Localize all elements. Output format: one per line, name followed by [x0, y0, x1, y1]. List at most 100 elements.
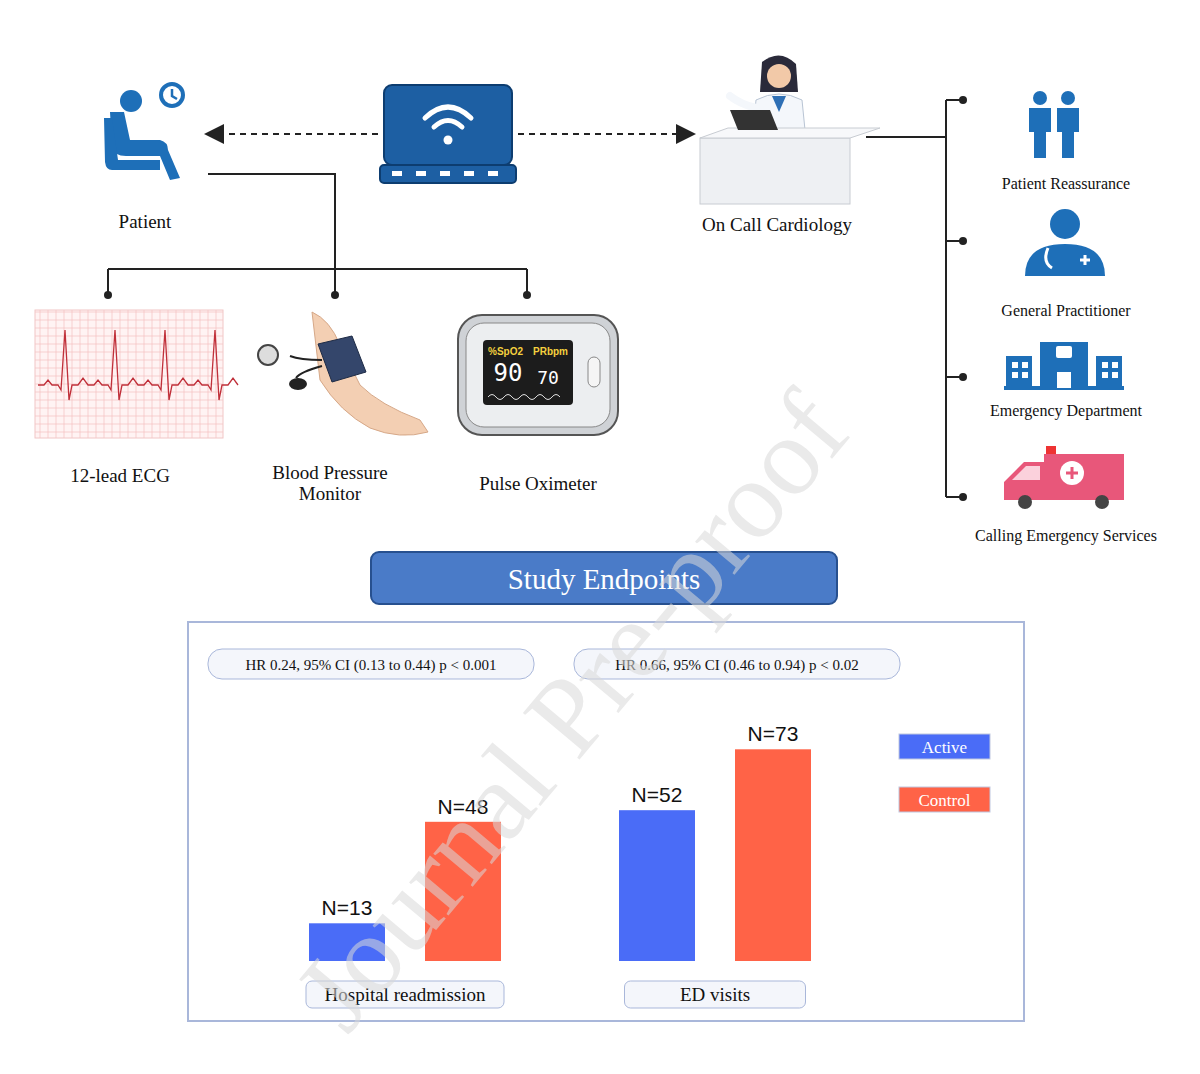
- device-label-box: Blood Pressure Monitor: [240, 462, 420, 512]
- clock-hands: [172, 89, 177, 99]
- ambulance-icon: [1004, 446, 1124, 509]
- arm: [312, 312, 428, 435]
- hospital-window: [1012, 372, 1018, 378]
- gauge: [258, 345, 278, 365]
- ecg-icon: [35, 310, 238, 438]
- arrow-to-cardiology: [518, 133, 692, 135]
- arrow-to-patient: [208, 133, 378, 135]
- oximeter-text: %SpO2: [488, 346, 523, 357]
- oximeter-value: 90: [494, 359, 523, 387]
- data-label: N=52: [632, 783, 683, 806]
- clock: [161, 84, 183, 106]
- connector-dot: [959, 493, 967, 501]
- ecg-trace: [38, 330, 238, 400]
- hospital-window: [1022, 372, 1028, 378]
- hospital-window: [1102, 372, 1108, 378]
- wheel: [1018, 495, 1032, 509]
- doctor-hair: [760, 55, 798, 92]
- tube: [290, 356, 322, 378]
- patient-label: Patient: [119, 211, 172, 232]
- connector: [334, 269, 336, 294]
- hospital-wing: [1096, 356, 1122, 388]
- laptop-key: [392, 171, 402, 176]
- device-label: 12-lead ECG: [70, 465, 170, 486]
- connector: [945, 100, 947, 497]
- hospital-door: [1057, 372, 1071, 388]
- page: PatientOn Call CardiologyPatient Reassur…: [0, 0, 1200, 1074]
- connector-dot: [959, 96, 967, 104]
- legend-label: Control: [919, 791, 971, 810]
- connector: [107, 269, 109, 294]
- laptop-key: [464, 171, 474, 176]
- siren: [1046, 446, 1056, 454]
- cardiologist-icon: [700, 55, 880, 204]
- legend-label: Active: [922, 738, 967, 757]
- connector: [866, 136, 946, 138]
- stethoscope: [1046, 248, 1052, 268]
- oximeter-text: PRbpm: [533, 346, 568, 357]
- gp-icon: [1025, 209, 1105, 276]
- ambulance-cross: [1066, 467, 1078, 479]
- data-label: N=73: [748, 722, 799, 745]
- ambulance-body: [1004, 454, 1124, 500]
- ecg-paper: [35, 310, 223, 438]
- hospital-window: [1022, 362, 1028, 368]
- category-box: [625, 981, 806, 1008]
- connector-dot: [959, 237, 967, 245]
- ambulance-badge: [1060, 461, 1084, 485]
- patient-chair: [104, 118, 160, 170]
- wifi-arc: [425, 107, 471, 118]
- oximeter-button: [588, 357, 600, 387]
- outcome-label: General Practitioner: [1001, 302, 1131, 319]
- category-label: ED visits: [680, 984, 750, 1005]
- connector-dot: [104, 291, 112, 299]
- patient-icon: [104, 84, 183, 180]
- hospital-window: [1112, 372, 1118, 378]
- hospital-window: [1112, 362, 1118, 368]
- connector-dot: [331, 291, 339, 299]
- wheel: [1095, 495, 1109, 509]
- doctor-head: [767, 64, 791, 88]
- oximeter-face: [466, 323, 610, 427]
- connector-dot: [959, 373, 967, 381]
- legend-swatch: [899, 734, 990, 759]
- gp-body: [1025, 244, 1105, 276]
- watermark: Journal Pre-proof: [270, 369, 871, 1052]
- hospital-window: [1102, 362, 1108, 368]
- ambulance-window: [1012, 466, 1040, 480]
- bp-monitor-icon: [258, 312, 428, 435]
- gp-cross: [1080, 255, 1090, 265]
- hospital-sign: [1056, 346, 1072, 358]
- connector-dot: [523, 291, 531, 299]
- laptop-base: [380, 165, 516, 183]
- bulb: [289, 378, 307, 390]
- connector: [526, 269, 528, 294]
- reassurance-icon: [1029, 91, 1079, 158]
- desk-laptop: [730, 110, 778, 130]
- person-body: [1029, 108, 1051, 158]
- desk-top: [700, 128, 880, 138]
- doctor-shirt: [772, 96, 786, 112]
- oximeter-icon: %SpO2 PRbpm 90 70: [458, 315, 618, 435]
- hospital-icon: [1004, 342, 1124, 390]
- laptop-key: [488, 171, 498, 176]
- legend-swatch: [899, 787, 990, 812]
- wifi-dot: [444, 136, 453, 145]
- outcome-label: Patient Reassurance: [1002, 175, 1130, 192]
- outcome-label: Emergency Department: [990, 402, 1143, 420]
- gp-head: [1050, 209, 1080, 239]
- bar: [619, 810, 695, 961]
- person-head: [1033, 91, 1047, 105]
- annotation: HR 0.24, 95% CI (0.13 to 0.44) p < 0.001: [246, 657, 497, 674]
- hospital-wing: [1006, 356, 1032, 388]
- laptop-key: [440, 171, 450, 176]
- laptop-icon: [380, 85, 516, 183]
- person-body: [1057, 108, 1079, 158]
- connector: [208, 174, 335, 269]
- wifi-arc: [434, 121, 462, 128]
- oximeter-body: [458, 315, 618, 435]
- patient-head: [120, 90, 142, 112]
- annotation-box: [208, 649, 534, 679]
- oximeter-value: 70: [537, 367, 559, 388]
- bar: [735, 749, 811, 961]
